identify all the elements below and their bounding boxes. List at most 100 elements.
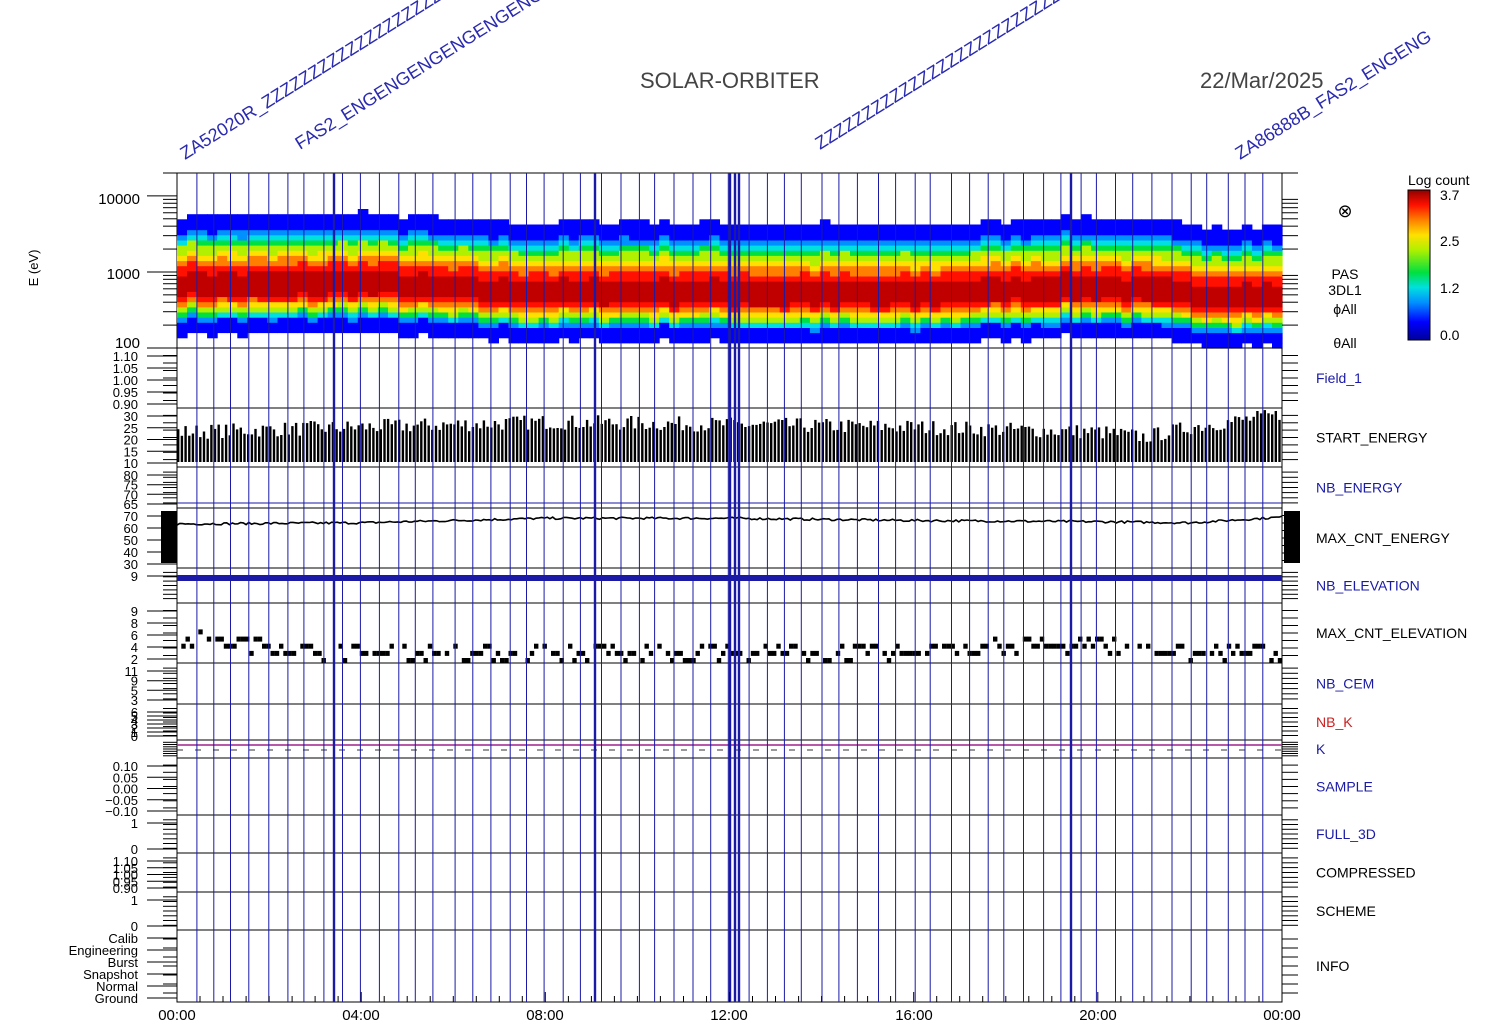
spectrogram-cell (287, 281, 299, 287)
spectrogram-cell (830, 250, 841, 256)
max-cnt-elevation-mark (1010, 643, 1015, 649)
spectrogram-cell (870, 260, 881, 267)
spectrogram-cell (850, 275, 861, 282)
max-cnt-elevation-mark (903, 650, 909, 656)
spectrogram-cell (1231, 322, 1243, 328)
spectrogram-cell (297, 229, 309, 236)
max-cnt-elevation-mark (385, 650, 390, 656)
spectrogram-cell (277, 291, 289, 298)
start-energy-bar (1138, 441, 1141, 462)
spectrogram-cell (1131, 219, 1142, 225)
spectrogram-cell (548, 332, 560, 339)
spectrogram-cell (769, 322, 781, 328)
spectrogram-cell (619, 260, 630, 267)
spectrogram-cell (659, 296, 670, 303)
spectrogram-cell (699, 234, 710, 241)
spectrogram-cell (659, 224, 670, 231)
spectrogram-cell (990, 270, 1002, 277)
spectrogram-cell (880, 275, 891, 282)
max-cnt-elevation-mark (895, 643, 900, 649)
spectrogram-cell (1010, 301, 1022, 308)
spectrogram-cell (850, 245, 861, 251)
spectrogram-cell (598, 275, 610, 282)
spectrogram-cell (739, 260, 751, 267)
spectrogram-cell (699, 322, 710, 328)
spectrogram-cell (488, 260, 499, 267)
spectrogram-cell (398, 234, 409, 241)
spectrogram-cell (749, 275, 761, 282)
spectrogram-cell (458, 239, 469, 246)
max-cnt-elevation-mark (840, 643, 845, 649)
spectrogram-cell (267, 312, 278, 318)
spectrogram-cell (1081, 327, 1092, 334)
start-energy-bar (239, 427, 242, 462)
spectrogram-cell (217, 291, 228, 298)
spectrogram-cell (659, 245, 670, 251)
spectrogram-cell (1191, 270, 1203, 277)
spectrogram-cell (237, 322, 248, 328)
spectrogram-cell (317, 219, 329, 225)
spectrogram-cell (1151, 332, 1162, 339)
start-energy-bar (755, 424, 758, 462)
spectrogram-cell (1241, 265, 1253, 272)
spectrogram-cell (568, 224, 580, 231)
spectrogram-cell (1171, 270, 1183, 277)
max-cnt-elevation-mark (857, 643, 862, 649)
spectrogram-cell (1241, 286, 1253, 292)
start-energy-bar (1248, 420, 1252, 462)
spectrogram-cell (177, 291, 188, 298)
spectrogram-cell (1111, 296, 1122, 303)
spectrogram-cell (347, 214, 359, 220)
spectrogram-cell (177, 270, 188, 277)
spectrogram-cell (257, 327, 268, 334)
spectrogram-cell (257, 234, 268, 241)
spectrogram-cell (267, 301, 278, 308)
spectrogram-cell (478, 306, 489, 313)
spectrogram-cell (357, 245, 369, 251)
spectrogram-cell (779, 255, 791, 262)
spectrogram-cell (1151, 306, 1162, 313)
spectrogram-cell (438, 265, 449, 272)
spectrogram-cell (578, 306, 590, 313)
start-energy-bar (346, 421, 349, 462)
spectrogram-cell (1241, 327, 1253, 334)
spectrogram-cell (1251, 327, 1263, 334)
spectrogram-cell (398, 291, 409, 298)
spectrogram-cell (578, 245, 590, 251)
spectrogram-cell (598, 322, 610, 328)
max-cnt-elevation-mark (1214, 643, 1219, 649)
spectrogram-cell (347, 239, 359, 246)
spectrogram-cell (840, 317, 851, 323)
spectrogram-cell (498, 296, 510, 303)
spectrogram-cell (1251, 322, 1263, 328)
spectrogram-cell (508, 327, 520, 334)
start-energy-bar (902, 430, 905, 462)
spectrogram-cell (548, 224, 560, 231)
spectrogram-cell (558, 239, 570, 246)
spectrogram-cell (1151, 219, 1162, 225)
spectrogram-cell (558, 275, 570, 282)
spectrogram-cell (1051, 327, 1062, 334)
spectrogram-cell (367, 291, 379, 298)
spectrogram-cell (609, 291, 620, 298)
spectrogram-cell (398, 301, 409, 308)
spectrogram-cell (1131, 312, 1142, 318)
max-cnt-elevation-mark (419, 650, 424, 656)
spectrogram-cell (1171, 239, 1183, 246)
spectrogram-cell (930, 245, 941, 251)
spectrogram-cell (970, 260, 982, 267)
max-cnt-elevation-mark (780, 650, 785, 656)
spectrogram-cell (187, 250, 198, 256)
spectrogram-cell (1261, 317, 1273, 323)
spectrogram-cell (498, 260, 510, 267)
spectrogram-cell (629, 306, 640, 313)
spectrogram-cell (1171, 260, 1183, 267)
spectrogram-cell (1261, 332, 1273, 339)
spectrogram-cell (528, 301, 540, 308)
spectrogram-cell (558, 322, 570, 328)
spectrogram-cell (739, 224, 751, 231)
start-energy-bar (1061, 429, 1064, 462)
spectrogram-cell (1020, 291, 1032, 298)
spectrogram-cell (317, 265, 329, 272)
spectrogram-cell (1071, 291, 1082, 298)
